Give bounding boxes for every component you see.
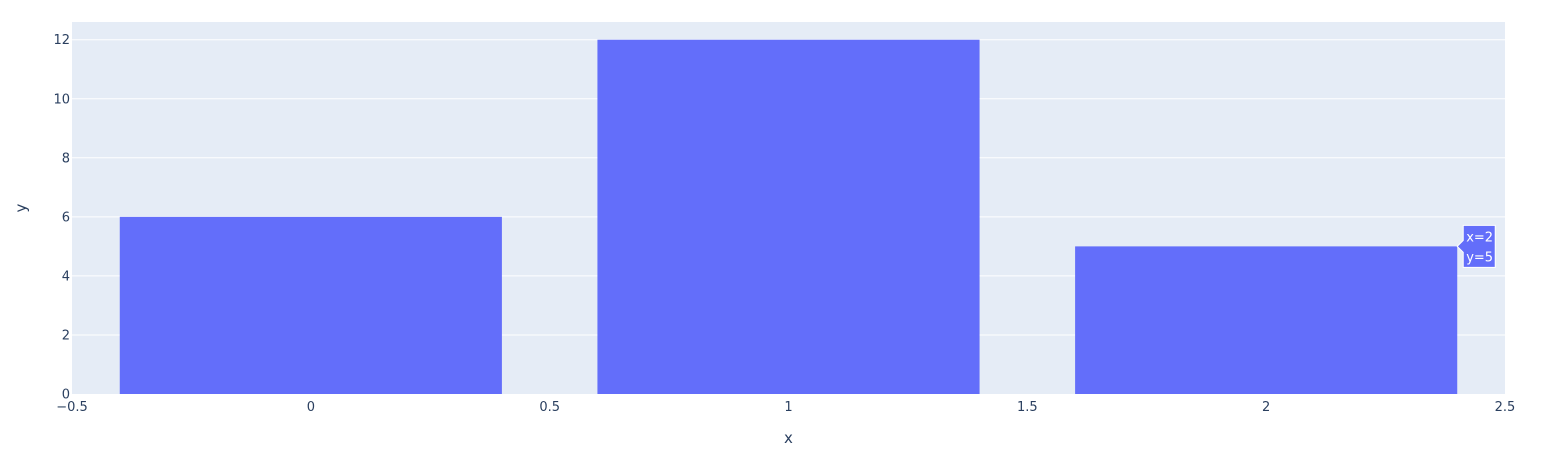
- y-tick-label: 6: [62, 210, 70, 225]
- hover-tooltip-box: [1456, 224, 1496, 268]
- y-tick-label: 4: [62, 269, 70, 284]
- x-tick-label: 2: [1262, 400, 1270, 415]
- bars: [119, 39, 1458, 394]
- x-tick-label: 0.5: [539, 400, 560, 415]
- x-tick-label: 1: [784, 400, 792, 415]
- y-tick-label: 2: [62, 328, 70, 343]
- bar[interactable]: [119, 216, 502, 394]
- y-axis-ticks: 0 2 4 6 8 10 12: [53, 33, 70, 402]
- x-tick-label: 0: [307, 400, 315, 415]
- y-tick-label: 10: [53, 92, 70, 107]
- y-tick-label: 12: [53, 33, 70, 48]
- y-tick-label: 0: [62, 388, 70, 403]
- hover-tooltip: x=2 y=5: [1456, 224, 1496, 268]
- x-tick-label: −0.5: [56, 400, 88, 415]
- bar[interactable]: [1075, 246, 1458, 394]
- bar[interactable]: [597, 39, 980, 394]
- x-axis-title: x: [784, 429, 793, 447]
- y-axis-title: y: [12, 203, 30, 212]
- hover-tooltip-y-label: y=5: [1466, 250, 1493, 265]
- x-tick-label: 1.5: [1017, 400, 1038, 415]
- y-tick-label: 8: [62, 151, 70, 166]
- hover-tooltip-x-label: x=2: [1466, 230, 1493, 245]
- x-tick-label: 2.5: [1495, 400, 1516, 415]
- x-axis-ticks: −0.5 0 0.5 1 1.5 2 2.5: [56, 400, 1515, 415]
